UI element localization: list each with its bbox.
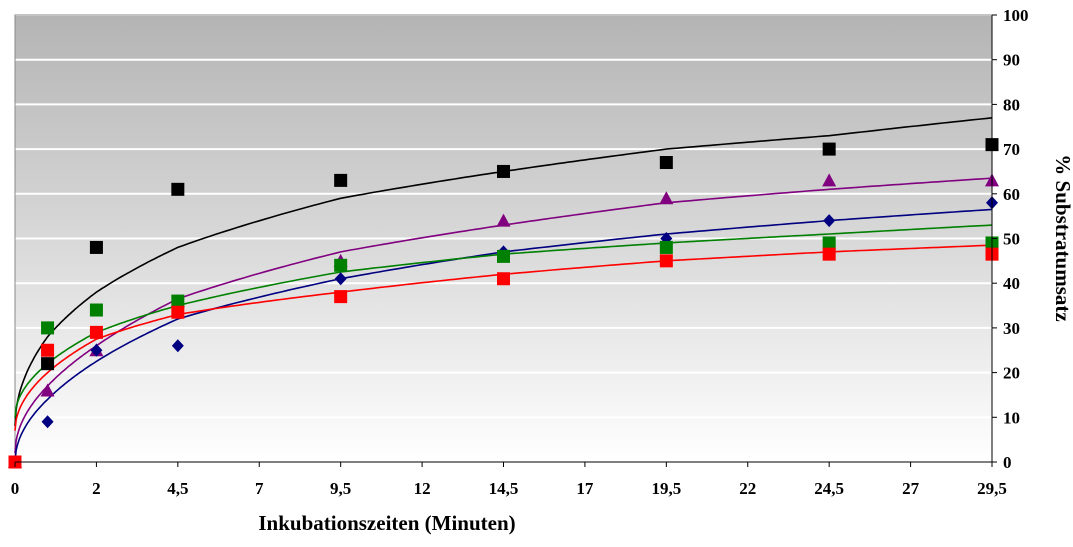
x-tick-label: 27: [902, 479, 920, 498]
data-point: [822, 247, 836, 261]
y-tick-label: 90: [1003, 51, 1020, 70]
data-point: [497, 164, 510, 178]
data-point: [659, 240, 673, 254]
data-point: [89, 240, 103, 254]
y-tick-label: 60: [1003, 185, 1020, 204]
x-tick-label: 29,5: [977, 479, 1007, 498]
y-tick-label: 80: [1003, 95, 1020, 114]
data-point: [496, 213, 511, 227]
y-tick-label: 100: [1003, 6, 1029, 25]
data-point: [497, 249, 510, 263]
data-point: [822, 236, 836, 250]
data-point: [171, 294, 185, 308]
x-tick-label: 17: [576, 479, 594, 498]
data-point: [822, 173, 837, 187]
y-tick-label: 70: [1003, 140, 1020, 159]
y-tick-label: 0: [1003, 453, 1012, 472]
y-tick-label: 30: [1003, 319, 1020, 338]
y-ticks: 0 10 20 30 40 50 60 70 80 90 100: [992, 6, 1029, 472]
y-tick-label: 10: [1003, 408, 1020, 427]
data-point: [822, 142, 836, 156]
data-point: [41, 343, 55, 357]
data-point: [171, 339, 184, 353]
data-point: [40, 383, 55, 397]
y-tick-label: 50: [1003, 230, 1020, 249]
data-point: [334, 258, 348, 272]
x-ticks: 0 2 4,5 7 9,5 12 14,5 17 19,5 22 24,5 27 29,5: [11, 462, 1007, 498]
y-tick-label: 40: [1003, 274, 1020, 293]
data-point: [334, 272, 347, 286]
x-tick-label: 24,5: [814, 479, 844, 498]
data-point: [659, 156, 673, 170]
x-tick-label: 12: [414, 479, 431, 498]
x-tick-label: 9,5: [330, 479, 351, 498]
data-point: [89, 325, 103, 339]
y-axis-title: % Substratumsatz: [1051, 154, 1073, 321]
x-tick-label: 7: [255, 479, 264, 498]
data-point: [41, 357, 55, 371]
data-point: [497, 272, 510, 286]
x-tick-label: 2: [92, 479, 101, 498]
trend-line: [14, 224, 993, 418]
trend-line: [14, 177, 993, 454]
trend-line: [14, 117, 993, 427]
x-tick-label: 14,5: [489, 479, 519, 498]
data-point: [41, 415, 54, 429]
x-tick-label: 19,5: [651, 479, 681, 498]
data-point: [171, 182, 185, 196]
data-point: [334, 173, 348, 187]
data-point: [90, 343, 103, 357]
y-tick-label: 20: [1003, 364, 1020, 383]
data-point: [41, 321, 55, 335]
data-point: [334, 290, 348, 304]
x-tick-label: 4,5: [167, 479, 188, 498]
data-point: [823, 214, 836, 228]
data-point: [171, 305, 185, 319]
x-tick-label: 22: [739, 479, 756, 498]
x-tick-label: 0: [11, 479, 20, 498]
data-point: [659, 254, 673, 268]
data-point: [89, 303, 103, 317]
data-markers: [8, 138, 999, 469]
x-axis-title: Inkubationszeiten (Minuten): [258, 511, 515, 535]
data-point: [659, 191, 674, 205]
